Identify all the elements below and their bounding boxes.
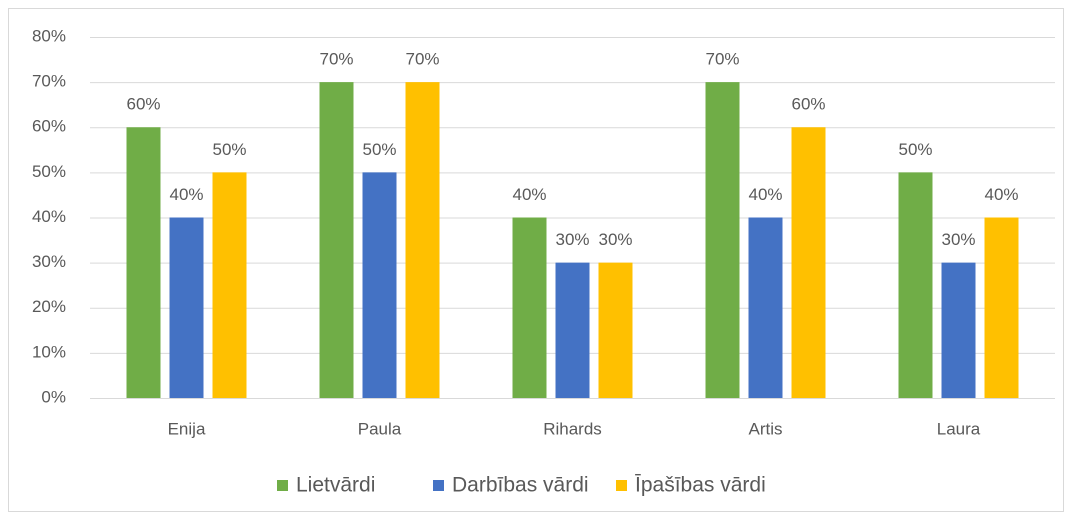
bar <box>512 217 547 398</box>
bar <box>169 217 204 398</box>
bar <box>705 82 740 398</box>
bar <box>555 262 590 398</box>
value-label: 50% <box>362 140 396 159</box>
y-tick-label: 60% <box>32 117 66 136</box>
value-label: 60% <box>126 95 160 114</box>
legend-swatch <box>277 480 288 491</box>
value-label: 30% <box>555 230 589 249</box>
value-label: 70% <box>705 50 739 69</box>
value-label: 70% <box>405 50 439 69</box>
bar <box>405 82 440 398</box>
value-label: 70% <box>319 50 353 69</box>
y-tick-label: 50% <box>32 162 66 181</box>
value-label: 30% <box>598 230 632 249</box>
y-tick-label: 0% <box>41 387 66 406</box>
bar <box>319 82 354 398</box>
value-label: 40% <box>984 185 1018 204</box>
legend: Darbības vārdi <box>452 474 589 497</box>
value-label: 50% <box>898 140 932 159</box>
value-label: 40% <box>169 185 203 204</box>
legend: Lietvārdi <box>296 474 375 497</box>
bar <box>362 172 397 398</box>
value-label: 30% <box>941 230 975 249</box>
x-tick-label: Enija <box>168 419 206 438</box>
legend-swatch <box>616 480 627 491</box>
y-tick-label: 10% <box>32 342 66 361</box>
y-tick-label: 20% <box>32 297 66 316</box>
x-tick-label: Laura <box>937 419 981 438</box>
value-label: 40% <box>748 185 782 204</box>
bar <box>212 172 247 398</box>
bar <box>941 262 976 398</box>
legend: Īpašības vārdi <box>635 474 766 497</box>
value-label: 50% <box>212 140 246 159</box>
x-tick-label: Paula <box>358 419 402 438</box>
x-tick-label: Artis <box>749 419 783 438</box>
legend-swatch <box>433 480 444 491</box>
y-tick-label: 70% <box>32 72 66 91</box>
value-label: 60% <box>791 95 825 114</box>
bar <box>126 127 161 398</box>
bar <box>748 217 783 398</box>
y-tick-label: 30% <box>32 252 66 271</box>
x-tick-label: Rihards <box>543 419 602 438</box>
bar <box>898 172 933 398</box>
y-tick-label: 40% <box>32 207 66 226</box>
value-label: 40% <box>512 185 546 204</box>
bar <box>598 262 633 398</box>
bar <box>984 217 1019 398</box>
bar <box>791 127 826 398</box>
y-tick-label: 80% <box>32 26 66 45</box>
